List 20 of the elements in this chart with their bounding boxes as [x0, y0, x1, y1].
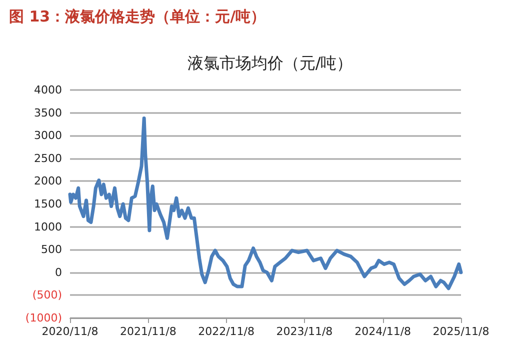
x-tick-label: 2024/11/8 — [354, 325, 412, 338]
chart-title: 图 13：液氯价格走势（单位：元/吨） — [9, 8, 266, 26]
line-series — [68, 116, 463, 290]
x-tick-label: 2023/11/8 — [276, 325, 333, 338]
y-tick-label: 500 — [41, 243, 62, 256]
y-tick-label: 2000 — [34, 174, 62, 188]
y-tick-label: 3000 — [34, 129, 62, 142]
x-tick-label: 2025/11/8 — [432, 325, 490, 338]
x-tick-label: 2020/11/8 — [42, 325, 98, 338]
y-tick-label: (500) — [32, 288, 62, 302]
y-tick-label: 4000 — [34, 84, 62, 96]
y-tick-label: 1500 — [34, 198, 62, 210]
y-tick-label: 1000 — [34, 220, 62, 234]
y-tick-label: 0 — [55, 266, 62, 279]
chart-subtitle: 液氯市场均价（元/吨） — [187, 54, 353, 72]
y-tick-label: 2500 — [34, 152, 62, 165]
y-tick-label: (1000) — [25, 312, 62, 324]
x-tick-label: 2022/11/8 — [198, 325, 255, 338]
x-tick-label: 2021/11/8 — [120, 325, 176, 338]
y-tick-label: 3500 — [34, 106, 62, 120]
